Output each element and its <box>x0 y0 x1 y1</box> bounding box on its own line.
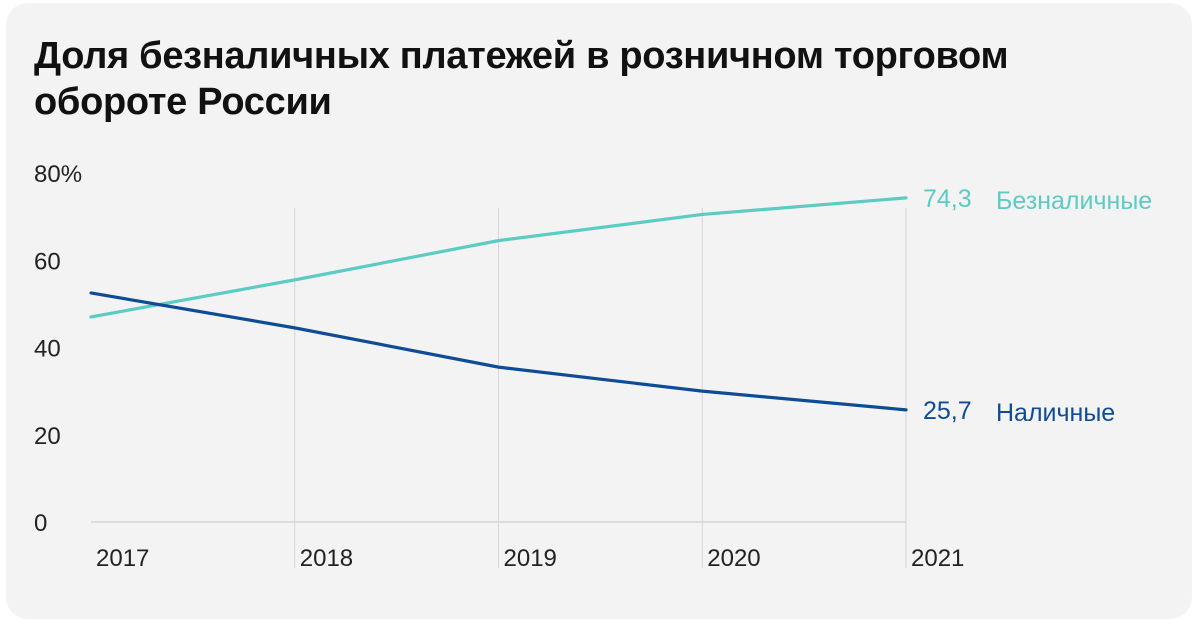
series-end-value-1: 25,7 <box>923 397 972 425</box>
series-end-value-0: 74,3 <box>923 185 972 213</box>
series-line-0 <box>89 196 908 319</box>
x-tick-label-2021: 2021 <box>911 545 964 572</box>
series-name-0: Безналичные <box>996 187 1152 215</box>
y-tick-label-1: 20 <box>34 423 61 450</box>
x-tick-label-2020: 2020 <box>707 545 760 572</box>
y-tick-label-3: 60 <box>34 248 61 275</box>
chart-title: Доля безналичных платежей в розничном то… <box>34 35 1009 123</box>
chart-card: Доля безналичных платежей в розничном то… <box>6 3 1192 619</box>
y-tick-label-0: 0 <box>34 510 47 537</box>
series-line-1 <box>89 291 908 412</box>
x-tick-label-2017: 2017 <box>96 545 149 572</box>
x-tick-label-2018: 2018 <box>300 545 353 572</box>
y-tick-label-4: 80% <box>34 161 82 188</box>
y-tick-label-2: 40 <box>34 336 61 363</box>
x-tick-label-2019: 2019 <box>504 545 557 572</box>
series-name-1: Наличные <box>996 399 1115 427</box>
line-chart: 2017 2018 2019 2020 2021 0 20 40 60 80% 74,3 Безна… <box>34 161 1152 572</box>
